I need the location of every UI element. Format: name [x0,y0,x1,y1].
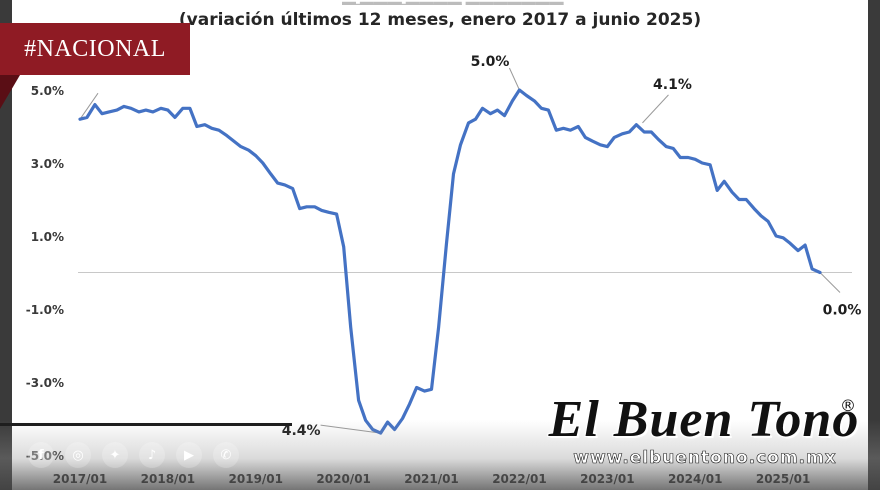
youtube-icon[interactable]: ▶ [176,442,202,468]
brand-website: www.elbuentono.com.mx [573,448,837,469]
y-tick-label: 5.0% [31,84,64,98]
annotation-label: 5.0% [471,54,510,70]
y-tick-label: -3.0% [26,376,64,390]
chart-subtitle: (variación últimos 12 meses, enero 2017 … [178,10,702,30]
y-tick-label: 1.0% [31,230,64,244]
footer-gradient-band [0,420,880,490]
section-tag-label: #NACIONAL [24,35,166,62]
y-tick-label: 3.0% [31,157,64,171]
annotation-leader [79,92,99,120]
chart-panel: ▬ ▬▬▬ ▬▬▬▬ ▬▬▬▬▬▬▬ ▬▬▬▬▬ ▬▬ ▬ (variación… [12,0,868,490]
twitter-icon[interactable]: ✦ [102,442,128,468]
annotation-label: 4.1% [653,77,692,93]
annotation-leader [819,272,841,293]
annotation-label: 0.0% [823,303,862,319]
section-tag: #NACIONAL [0,23,190,75]
whatsapp-icon[interactable]: ✆ [213,442,239,468]
y-tick-label: -1.0% [26,303,64,317]
section-tag-fold [0,75,20,109]
instagram-icon[interactable]: ◎ [65,442,91,468]
inflation-series-line [78,88,822,435]
registered-mark: ® [840,396,856,415]
cropped-title-remnant: ▬ ▬▬▬ ▬▬▬▬ ▬▬▬▬▬▬▬ ▬▬▬▬▬ ▬▬ ▬ [342,0,612,5]
social-icons: f ◎ ✦ ♪ ▶ ✆ [28,442,239,468]
footer-rule [0,423,292,426]
annotation-leader [642,94,669,124]
tiktok-icon[interactable]: ♪ [139,442,165,468]
facebook-icon[interactable]: f [28,442,54,468]
brand-logo: El Buen Tono [548,391,860,448]
annotation-leader [508,67,520,91]
